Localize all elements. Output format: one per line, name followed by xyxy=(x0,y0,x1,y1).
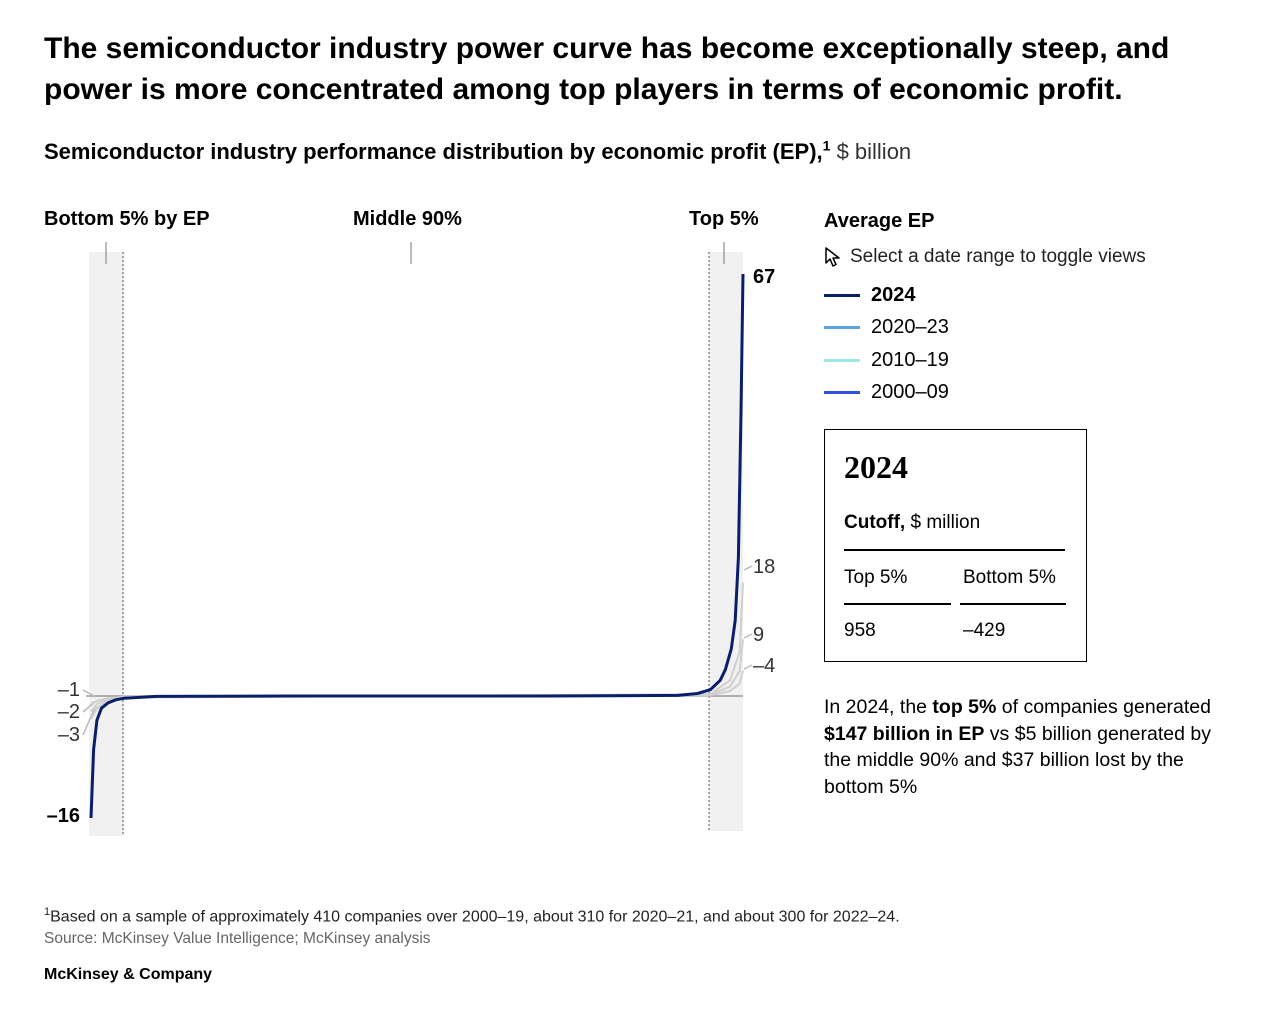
chart-subtitle: Semiconductor industry performance distr… xyxy=(44,136,911,168)
subtitle-main: Semiconductor industry performance distr… xyxy=(44,139,823,164)
footnote-text: Based on a sample of approximately 410 c… xyxy=(50,908,900,926)
legend-item-2020-23[interactable]: 2020–23 xyxy=(824,316,949,339)
legend-item-2000-09[interactable]: 2000–09 xyxy=(824,381,949,404)
subtitle-footnote-ref: 1 xyxy=(822,137,831,154)
value-label-bottom-3: –16 xyxy=(47,805,80,827)
note-bold-1: top 5% xyxy=(932,696,997,718)
series-line-2010-19 xyxy=(90,639,744,712)
label-leader-top-2 xyxy=(743,633,753,639)
legend-swatch xyxy=(824,391,860,394)
value-label-bottom-1: –2 xyxy=(58,701,80,723)
value-label-top-0: 67 xyxy=(753,266,775,288)
legend-hint: Select a date range to toggle views xyxy=(824,246,1146,268)
legend-swatch xyxy=(824,294,860,297)
label-leader-bottom-0 xyxy=(82,689,97,698)
legend-swatch xyxy=(824,326,860,329)
brand-logo-text: McKinsey & Company xyxy=(44,966,213,983)
cutoff-label-bold: Cutoff, xyxy=(844,512,906,533)
legend-label: 2010–19 xyxy=(871,349,949,371)
legend-label: 2020–23 xyxy=(871,316,949,338)
value-label-top-2: 9 xyxy=(753,624,764,646)
legend-item-2024[interactable]: 2024 xyxy=(824,284,916,307)
callout-note: In 2024, the top 5% of companies generat… xyxy=(824,694,1214,800)
series-line-2020-23 xyxy=(90,582,744,720)
value-label-bottom-0: –1 xyxy=(58,679,80,701)
note-text-2: of companies generated xyxy=(996,696,1211,718)
note-text-1: In 2024, the xyxy=(824,696,933,718)
footnote: 1Based on a sample of approximately 410 … xyxy=(44,906,900,926)
series-line-2000-09 xyxy=(90,670,744,705)
legend-label: 2024 xyxy=(871,284,916,306)
cutoff-panel: 2024 Cutoff, $ million Top 5% Bottom 5% … xyxy=(824,429,1087,662)
source-note: Source: McKinsey Value Intelligence; McK… xyxy=(44,930,431,947)
legend-title: Average EP xyxy=(824,210,935,232)
label-leader-top-1 xyxy=(743,565,753,571)
legend-label: 2000–09 xyxy=(871,381,949,403)
value-labels: 67 18 9 –4 –1–2–3 –16 xyxy=(47,266,776,827)
value-label-bottom-2: –3 xyxy=(58,724,80,746)
note-text-3: vs $5 billion generated by the middle 90… xyxy=(824,722,1211,798)
cursor-icon xyxy=(825,247,840,267)
segment-label-top: Top 5% xyxy=(689,208,759,230)
cutoff-label-unit: $ million xyxy=(910,512,981,533)
cutoff-label: Cutoff, $ million xyxy=(844,512,980,534)
series-line-2024 xyxy=(89,273,745,819)
value-label-top-1: 18 xyxy=(753,556,775,578)
series-layer xyxy=(89,273,745,819)
headline: The semiconductor industry power curve h… xyxy=(44,32,1170,106)
subtitle-unit: $ billion xyxy=(836,139,912,164)
label-leaders xyxy=(82,565,753,736)
cutoff-top-header: Top 5% xyxy=(844,567,908,588)
cutoff-year: 2024 xyxy=(844,449,908,485)
cutoff-bottom-value: –429 xyxy=(963,620,1006,641)
note-bold-2: $147 billion in EP xyxy=(824,722,985,745)
cutoff-rule-bottom xyxy=(960,603,1066,605)
segment-label-bottom: Bottom 5% by EP xyxy=(44,208,210,230)
value-label-top-3: –4 xyxy=(753,655,775,677)
cutoff-rule xyxy=(844,549,1065,551)
power-curve-chart: 67 18 9 –4 –1–2–3 –16 xyxy=(47,242,776,836)
label-leader-top-3 xyxy=(743,664,753,670)
label-leader-bottom-2 xyxy=(82,704,97,736)
legend-swatch xyxy=(824,359,860,362)
cutoff-rule-top xyxy=(844,603,951,605)
cutoff-bottom-header: Bottom 5% xyxy=(963,567,1056,588)
legend-hint-text: Select a date range to toggle views xyxy=(850,246,1146,267)
segment-label-middle: Middle 90% xyxy=(353,208,462,230)
cutoff-top-value: 958 xyxy=(844,620,876,641)
legend-item-2010-19[interactable]: 2010–19 xyxy=(824,349,949,372)
footnote-marker: 1 xyxy=(44,906,51,918)
